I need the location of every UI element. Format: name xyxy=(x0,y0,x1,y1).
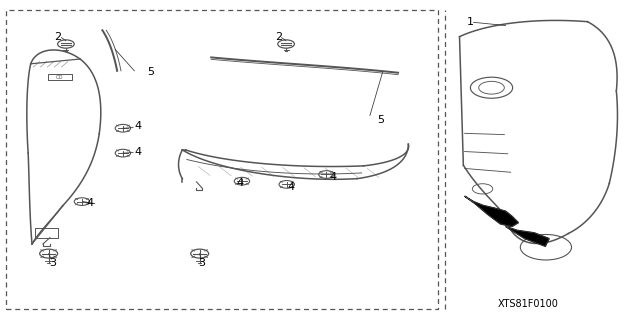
Text: 3: 3 xyxy=(198,258,205,268)
FancyBboxPatch shape xyxy=(6,10,438,309)
Polygon shape xyxy=(465,196,518,226)
Text: 1: 1 xyxy=(467,17,474,27)
Text: 4: 4 xyxy=(86,197,93,208)
Polygon shape xyxy=(506,226,549,246)
Text: OD: OD xyxy=(56,75,63,80)
Text: 2: 2 xyxy=(54,32,61,42)
Text: 3: 3 xyxy=(49,258,56,268)
Text: 5: 5 xyxy=(147,67,154,77)
Text: 4: 4 xyxy=(134,146,141,157)
Text: 4: 4 xyxy=(329,172,337,182)
Text: 5: 5 xyxy=(378,115,384,125)
Text: XTS81F0100: XTS81F0100 xyxy=(497,299,559,309)
Text: 2: 2 xyxy=(275,32,282,42)
Text: 4: 4 xyxy=(134,121,141,131)
Text: 4: 4 xyxy=(287,182,295,192)
Text: 4: 4 xyxy=(236,178,244,189)
